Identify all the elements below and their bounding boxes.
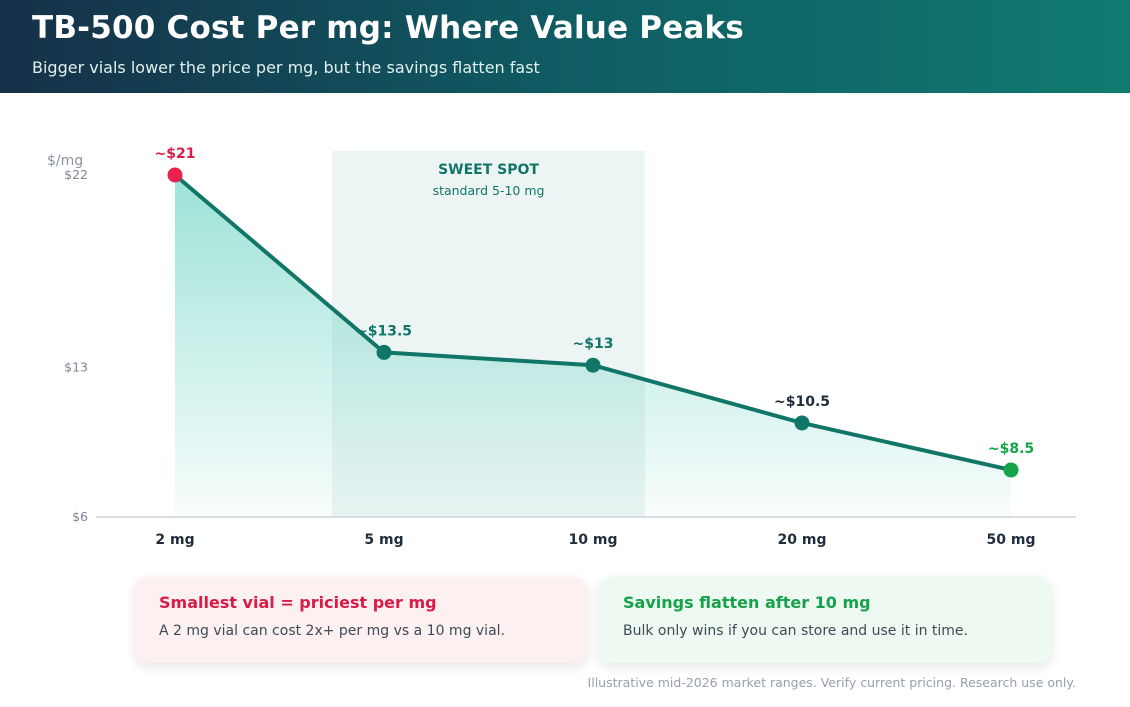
- data-label: ~$10.5: [774, 394, 830, 410]
- data-label: ~$13.5: [356, 323, 412, 339]
- footnote: Illustrative mid-2026 market ranges. Ver…: [587, 675, 1076, 690]
- x-tick-label: 50 mg: [987, 532, 1036, 548]
- price-per-mg-chart: SWEET SPOT standard 5-10 mg $22 $13 $6 $/mg ~$…: [47, 146, 1076, 548]
- insight-card-smallest-vial: Smallest vial = priciest per mg A 2 mg v…: [135, 577, 587, 663]
- y-tick-label: $13: [64, 359, 88, 374]
- chart-subtitle: Bigger vials lower the price per mg, but…: [32, 58, 540, 77]
- data-label: ~$13: [573, 336, 614, 352]
- sweet-spot-subtitle: standard 5-10 mg: [433, 183, 545, 198]
- data-point: [1003, 462, 1019, 478]
- data-label: ~$8.5: [988, 441, 1034, 457]
- insight-card-body: A 2 mg vial can cost 2x+ per mg vs a 10 …: [159, 623, 505, 639]
- data-point: [376, 344, 392, 360]
- area-fill: [175, 175, 1011, 517]
- sweet-spot-title: SWEET SPOT: [438, 162, 539, 178]
- x-tick-label: 2 mg: [155, 532, 194, 548]
- y-axis-label: $/mg: [47, 153, 83, 169]
- chart-title: TB-500 Cost Per mg: Where Value Peaks: [32, 10, 745, 46]
- insight-card-body: Bulk only wins if you can store and use …: [623, 623, 968, 639]
- x-tick-label: 10 mg: [569, 532, 618, 548]
- x-tick-label: 20 mg: [778, 532, 827, 548]
- data-label: ~$21: [155, 146, 196, 162]
- x-tick-label: 5 mg: [364, 532, 403, 548]
- y-tick-label: $6: [72, 509, 88, 524]
- insight-card-title: Smallest vial = priciest per mg: [159, 593, 437, 612]
- insight-card-title: Savings flatten after 10 mg: [623, 593, 871, 612]
- data-point: [585, 357, 601, 373]
- data-point: [167, 167, 183, 183]
- insight-card-savings-flatten: Savings flatten after 10 mg Bulk only wi…: [599, 577, 1051, 663]
- y-tick-label: $22: [64, 167, 88, 182]
- data-point: [794, 415, 810, 431]
- header-banner: TB-500 Cost Per mg: Where Value Peaks Bi…: [0, 0, 1130, 93]
